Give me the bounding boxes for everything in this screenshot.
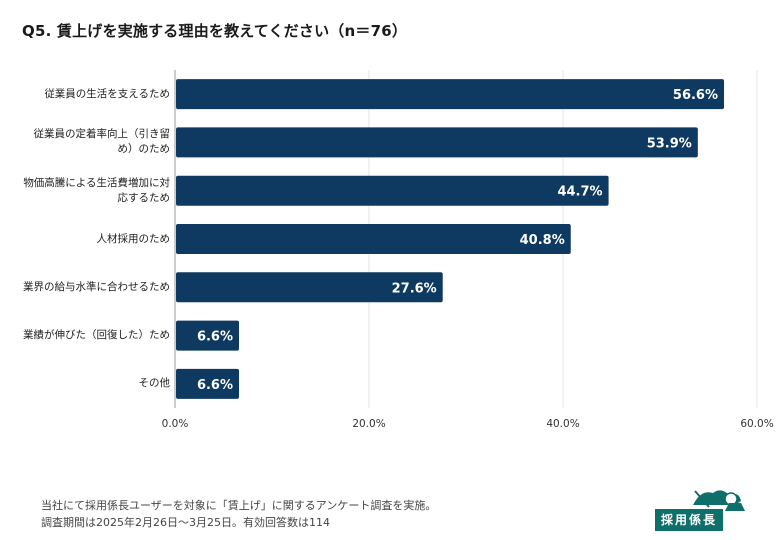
- bar: [176, 272, 443, 303]
- category-label: 従業員の定着率向上（引き留め）のため: [33, 128, 171, 156]
- category-label: 業界の給与水準に合わせるため: [23, 280, 170, 293]
- logo-text: 採用係長: [655, 509, 724, 531]
- bar-value-label: 6.6%: [197, 378, 233, 393]
- bar: [176, 175, 609, 206]
- x-tick-label: 0.0%: [162, 418, 189, 430]
- footer-note: 当社にて採用係長ユーザーを対象に「賃上げ」に関するアンケート調査を実施。 調査期…: [41, 497, 436, 531]
- category-label: 従業員の生活を支えるため: [44, 87, 170, 100]
- bar-value-label: 6.6%: [197, 330, 233, 345]
- category-label: 物価高騰による生活費増加に対応するため: [23, 176, 170, 204]
- bar-value-label: 56.6%: [673, 88, 718, 103]
- chart-title: Q5. 賃上げを実施する理由を教えてください（n＝76）: [22, 22, 408, 40]
- x-tick-label: 60.0%: [740, 418, 773, 430]
- category-label: 人材採用のため: [96, 232, 171, 245]
- category-label: 業績が伸びた（回復した）ため: [23, 329, 170, 342]
- bar: [176, 368, 240, 399]
- footer-line-1: 当社にて採用係長ユーザーを対象に「賃上げ」に関するアンケート調査を実施。: [41, 499, 437, 512]
- bar: [176, 79, 725, 110]
- bar-value-label: 27.6%: [392, 281, 437, 296]
- category-label: その他: [138, 377, 171, 390]
- x-tick-label: 40.0%: [546, 418, 579, 430]
- footer-line-2: 調査期間は2025年2月26日〜3月25日。有効回答数は114: [41, 516, 330, 529]
- x-tick-label: 20.0%: [352, 418, 385, 430]
- bar: [176, 224, 571, 254]
- bar: [176, 127, 698, 158]
- mascot-icon: [693, 490, 745, 511]
- bar-value-label: 44.7%: [557, 185, 602, 200]
- bar-value-label: 40.8%: [520, 233, 565, 248]
- bar-chart: 0.0% 20.0% 40.0% 60.0% 56.6% 53.9% 44.7% 40.8% 2…: [162, 70, 774, 430]
- bar-value-label: 53.9%: [647, 136, 692, 151]
- brand-logo: 採用係長: [651, 483, 753, 531]
- bar: [176, 320, 240, 351]
